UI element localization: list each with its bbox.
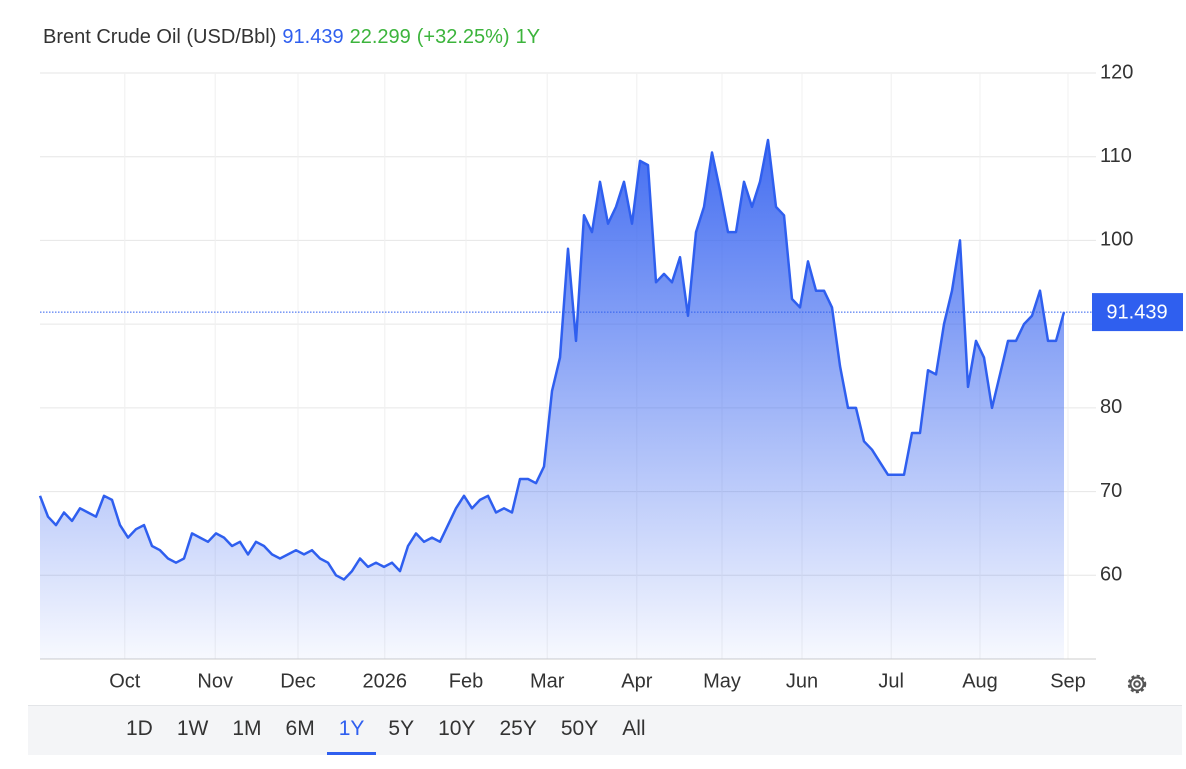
period: 1Y [515, 26, 541, 48]
range-button[interactable]: 5Y [388, 717, 415, 740]
y-tick-label: 100 [1100, 229, 1133, 251]
x-tick-label: Aug [962, 670, 998, 692]
range-button[interactable]: 25Y [499, 717, 537, 740]
x-tick-label: Feb [449, 670, 483, 692]
x-tick-label: Nov [197, 670, 233, 692]
x-tick-label: May [703, 670, 741, 692]
range-bar: 1D 1W 1M 6M 1Y 5Y 10Y 25Y 50Y All [28, 705, 1182, 755]
settings-icon[interactable] [1127, 674, 1147, 694]
change-pct: (+32.25%) [416, 26, 510, 48]
last-value-label: 91.439 [1106, 301, 1167, 323]
last-value-badge [1092, 293, 1183, 332]
range-button[interactable]: 1M [232, 717, 262, 740]
chart: 60708090100110120OctNovDec2026FebMarAprM… [38, 61, 1183, 694]
range-button[interactable]: All [622, 717, 646, 740]
y-tick-label: 70 [1100, 480, 1122, 502]
range-button[interactable]: 6M [285, 717, 315, 740]
range-button[interactable]: 10Y [438, 717, 476, 740]
y-tick-label: 110 [1100, 145, 1132, 167]
change: 22.299 [349, 26, 411, 48]
x-tick-label: Mar [530, 670, 565, 692]
x-tick-label: Dec [280, 670, 316, 692]
x-tick-label: Oct [109, 670, 141, 692]
range-button[interactable]: 1D [126, 717, 153, 740]
y-tick-label: 80 [1100, 396, 1122, 418]
x-tick-label: Jul [878, 670, 904, 692]
y-tick-label: 60 [1100, 564, 1122, 586]
range-button[interactable]: 50Y [560, 717, 599, 740]
title: Brent Crude Oil (USD/Bbl) [43, 26, 277, 48]
x-tick-label: Jun [786, 670, 818, 692]
line [38, 138, 1066, 581]
last-price: 91.439 [282, 26, 344, 48]
header: Brent Crude Oil (USD/Bbl) 91.439 22.299 (+3… [43, 26, 546, 49]
x-tick-label: Apr [621, 670, 652, 692]
x-tick-label: 2026 [363, 670, 408, 692]
range-button[interactable]: 1Y [326, 706, 377, 755]
x-tick-label: Sep [1050, 670, 1086, 692]
y-tick-label: 120 [1100, 61, 1133, 83]
range-button[interactable]: 1W [176, 717, 209, 740]
